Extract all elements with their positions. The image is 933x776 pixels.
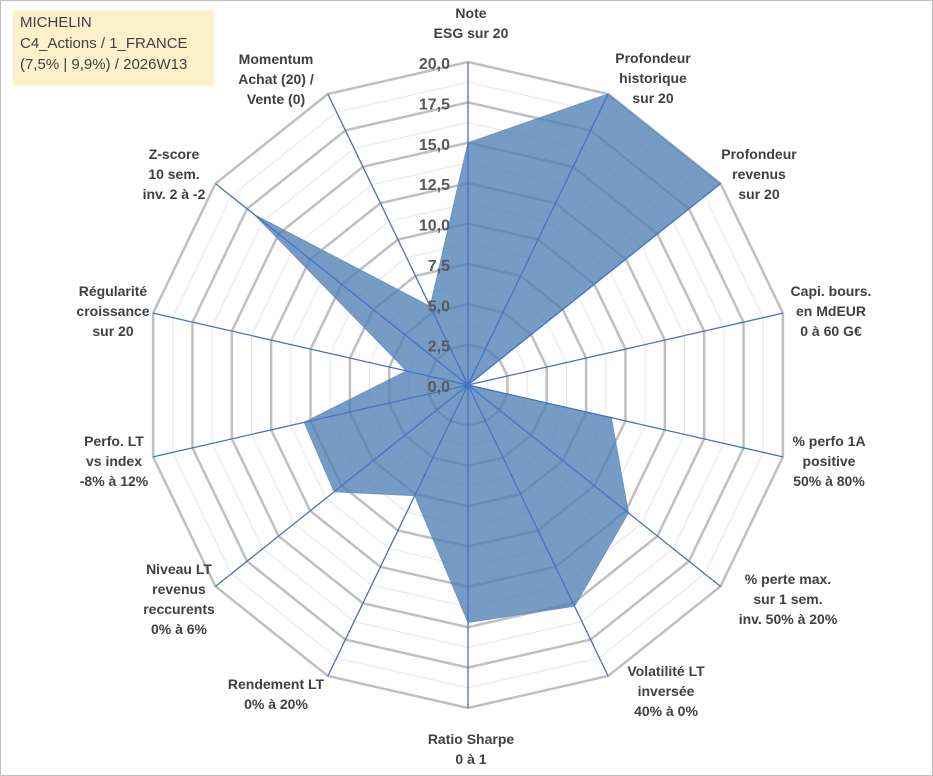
tick-label: 2,5 [428,339,450,356]
axis-label-line: revenus [732,166,786,182]
axis-label-line: Régularité [78,283,148,299]
axis-label-line: -8% à 12% [79,473,149,489]
axis-label-line: inv. 2 à -2 [142,186,206,202]
axis-spoke [467,183,721,386]
axis-label: % perte max. sur 1 sem. inv. 50% à 20% [739,569,838,629]
axis-label-line: 0% à 6% [150,621,208,637]
axis-label: Niveau LT revenus reccurents 0% à 6% [143,559,215,639]
axis-label-line: positive [802,453,856,469]
axis-spoke [215,384,469,587]
axis-label-line: Z-score [148,146,200,162]
axis-spoke [327,384,469,677]
tick-label: 20,0 [419,56,450,73]
axis-label-line: historique [619,70,687,86]
info-box: MICHELIN C4_Actions / 1_FRANCE (7,5% | 9… [13,10,214,86]
axis-spoke [467,93,609,386]
axis-label-line: Volatilité LT [627,663,705,679]
axis-label-line: vs index [85,453,143,469]
axis-label-line: Capi. bours. [790,283,872,299]
tick-label: 12,5 [419,177,450,194]
axis-label-line: 0 à 60 G€ [800,323,862,339]
axis-label-line: 10 sem. [148,166,200,182]
axis-label-line: sur 20 [738,186,780,202]
axis-label-line: Perfo. LT [84,433,144,449]
axis-label-line: croissance [76,303,150,319]
tick-label: 0,0 [428,379,450,396]
axis-label: Volatilité LT inversée 40% à 0% [627,661,704,721]
axis-spoke [152,384,469,458]
axis-label-line: inv. 50% à 20% [738,611,838,627]
axis-label-line: Profondeur [615,50,691,66]
axis-spoke [467,384,609,677]
axis-label-line: % perfo 1A [792,433,866,449]
axis-label-line: Rendement LT [227,676,325,692]
axis-spoke [467,384,784,458]
axis-label: Capi. bours. en MdEUR 0 à 60 G€ [791,281,872,341]
axis-label-line: % perte max. [744,571,832,587]
axis-label: Profondeur historique sur 20 [615,48,690,108]
tick-label: 17,5 [419,96,450,113]
axis-label-line: Ratio Sharpe [427,731,515,747]
tick-label: 7,5 [428,258,450,275]
axis-spoke [467,384,721,587]
axis-label: Perfo. LT vs index -8% à 12% [80,431,148,491]
axis-label-line: Momentum [238,51,314,67]
axis-label-line: revenus [152,581,206,597]
axis-label: Profondeur revenus sur 20 [721,144,796,204]
center-point [465,382,471,388]
axis-label-line: inversée [637,683,695,699]
axis-label-line: 40% à 0% [634,703,698,719]
axis-label-line: Niveau LT [146,561,212,577]
axis-label-line: 0 à 1 [455,751,487,767]
axis-label-line: Profondeur [721,146,797,162]
axis-label: Régularité croissance sur 20 [76,281,149,341]
tick-label: 5,0 [428,298,450,315]
axis-spoke [467,312,784,386]
axis-label: Ratio Sharpe 0 à 1 [428,729,514,769]
axis-spoke [152,312,469,386]
axis-label-line: Vente (0) [246,91,306,107]
info-company: MICHELIN [20,14,92,31]
axis-label-line: sur 1 sem. [753,591,823,607]
axis-label-line: sur 20 [92,323,134,339]
axis-label-line: reccurents [143,601,215,617]
series-area [254,93,722,623]
axis-label-line: 0% à 20% [244,696,308,712]
axis-label: % perfo 1A positive 50% à 80% [792,431,865,491]
tick-label: 15,0 [419,137,450,154]
axis-label: Rendement LT 0% à 20% [228,674,324,714]
axis-spoke [327,93,469,386]
axis-label: Z-score 10 sem. inv. 2 à -2 [143,144,206,204]
axis-label: Note ESG sur 20 [434,3,509,43]
axis-label-line: Note [455,5,487,21]
axis-label-line: ESG sur 20 [433,25,509,41]
axis-spoke [215,183,469,386]
axis-label-line: 50% à 80% [793,473,865,489]
info-stats: (7,5% | 9,9%) / 2026W13 [20,56,188,73]
axis-label: Momentum Achat (20) / Vente (0) [238,49,313,109]
tick-label: 10,0 [419,218,450,235]
axis-label-line: sur 20 [632,90,674,106]
axis-label-line: Achat (20) / [238,71,314,87]
axis-label-line: en MdEUR [796,303,866,319]
info-category: C4_Actions / 1_FRANCE [20,35,188,52]
